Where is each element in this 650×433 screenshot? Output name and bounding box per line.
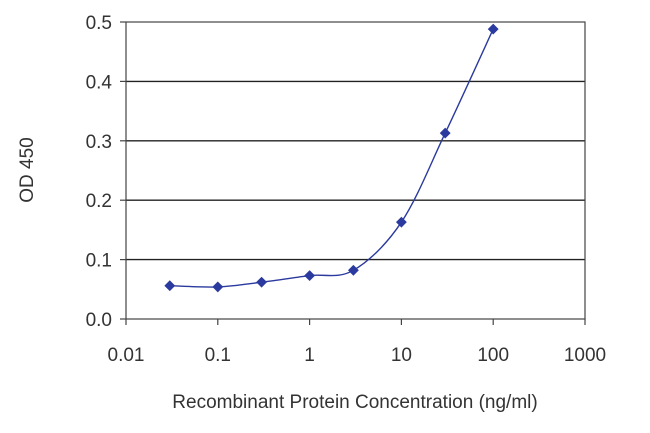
y-tick-label: 0.0 — [86, 310, 112, 331]
y-tick-label: 0.1 — [86, 251, 112, 272]
data-point — [164, 280, 176, 292]
gridlines — [126, 80, 585, 261]
plot-area — [125, 21, 586, 320]
data-point — [347, 264, 359, 276]
data-point — [487, 23, 499, 35]
data-point — [439, 127, 451, 139]
x-axis-label: Recombinant Protein Concentration (ng/ml… — [172, 392, 537, 413]
series-line — [169, 28, 494, 288]
x-tick-label: 0.01 — [108, 345, 145, 366]
y-tick-label: 0.2 — [86, 191, 112, 212]
data-point — [212, 281, 224, 293]
y-tick-label: 0.5 — [86, 13, 112, 34]
data-markers — [164, 23, 499, 293]
x-tick-label: 0.1 — [205, 345, 231, 366]
x-tick-label: 1000 — [564, 345, 606, 366]
x-tick-label: 10 — [391, 345, 412, 366]
y-axis-ticks: 0.0 0.1 0.2 0.3 0.4 0.5 — [86, 13, 126, 331]
x-axis-ticks: 0.01 0.1 1 10 100 1000 — [108, 319, 606, 366]
y-tick-label: 0.3 — [86, 132, 112, 153]
data-point — [304, 270, 316, 282]
x-tick-label: 1 — [304, 345, 315, 366]
y-axis-label: OD 450 — [17, 137, 38, 202]
data-point — [395, 216, 407, 228]
y-tick-label: 0.4 — [86, 72, 113, 93]
x-tick-label: 100 — [477, 345, 509, 366]
data-point — [256, 276, 268, 288]
